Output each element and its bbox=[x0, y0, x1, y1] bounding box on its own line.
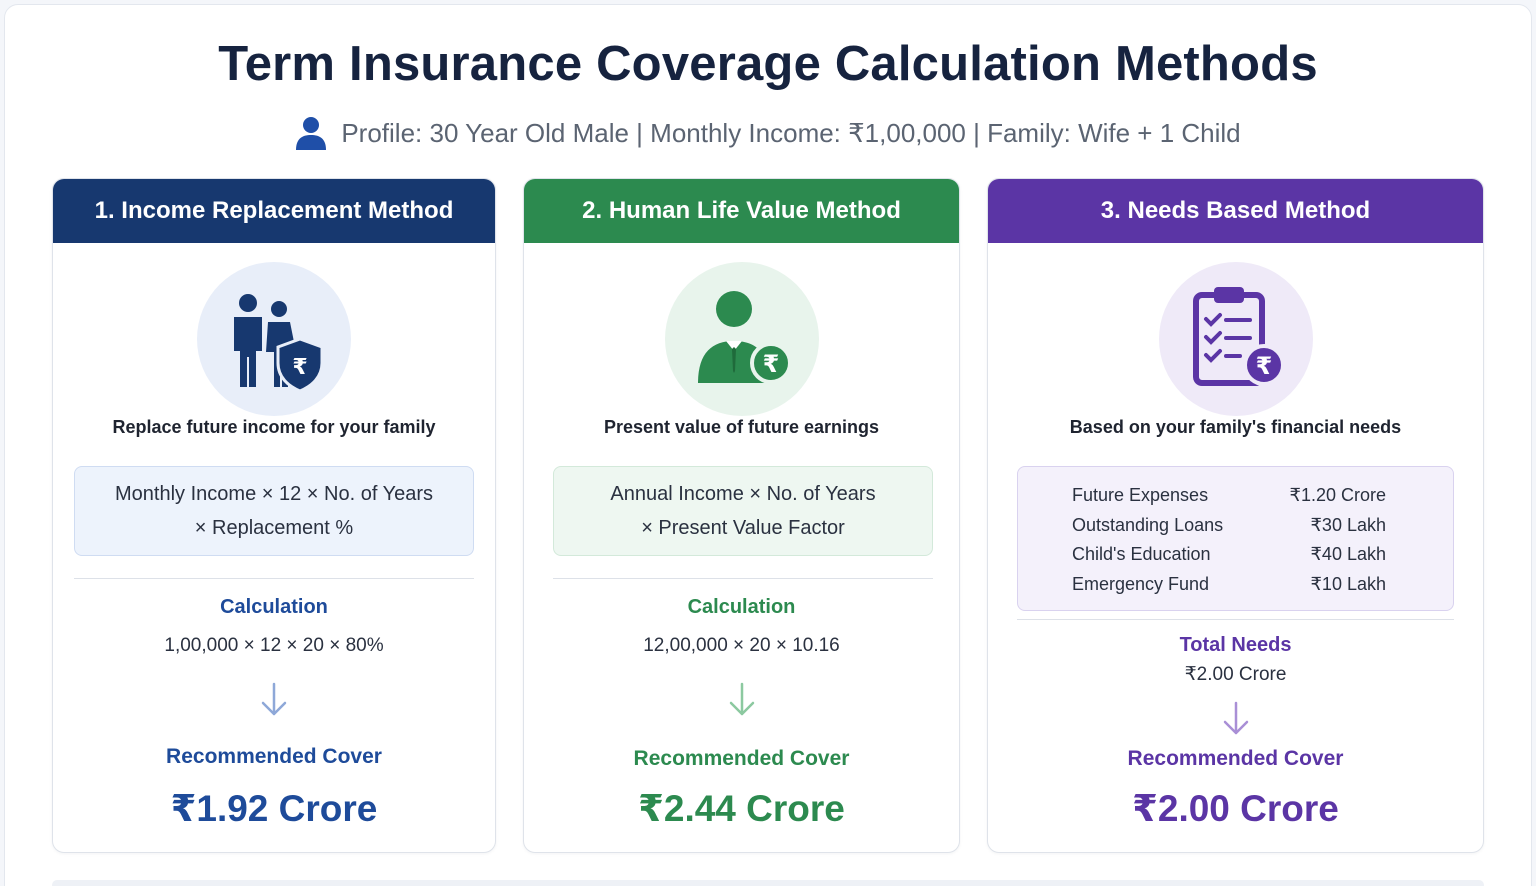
recommended-cover-label: Recommended Cover bbox=[633, 747, 850, 770]
method-card-income-replacement: 1. Income Replacement Method ₹ Replace f… bbox=[52, 178, 496, 853]
need-label: Child's Education bbox=[1072, 544, 1211, 565]
family-shield-rupee-icon: ₹ bbox=[234, 294, 324, 393]
total-needs-value: ₹2.00 Crore bbox=[1184, 664, 1287, 685]
profile-text: Profile: 30 Year Old Male | Monthly Inco… bbox=[341, 117, 1241, 148]
svg-text:₹: ₹ bbox=[1255, 352, 1272, 380]
svg-text:₹: ₹ bbox=[292, 355, 307, 380]
calculation-label: Calculation bbox=[220, 596, 328, 618]
formula-line: × Present Value Factor bbox=[641, 517, 845, 539]
needs-row: Child's Education ₹40 Lakh bbox=[1018, 540, 1453, 570]
recommended-cover-label: Recommended Cover bbox=[1127, 747, 1344, 770]
needs-row: Future Expenses ₹1.20 Crore bbox=[1018, 481, 1453, 511]
method-card-human-life-value: 2. Human Life Value Method ₹ Present val… bbox=[523, 178, 960, 853]
need-value: ₹40 Lakh bbox=[1310, 544, 1386, 565]
method-description: Present value of future earnings bbox=[603, 417, 880, 437]
recommended-cover-value: ₹2.00 Crore bbox=[1132, 788, 1339, 829]
recommended-cover-value: ₹2.44 Crore bbox=[638, 788, 845, 829]
businessman-rupee-icon: ₹ bbox=[697, 291, 792, 384]
formula-box: Annual Income × No. of Years × Present V… bbox=[553, 466, 933, 556]
arrow-down-icon bbox=[1223, 701, 1248, 735]
page-title: Term Insurance Coverage Calculation Meth… bbox=[218, 37, 1318, 91]
need-value: ₹10 Lakh bbox=[1310, 573, 1386, 594]
icon-circle: ₹ bbox=[1158, 262, 1313, 416]
formula-line: Monthly Income × 12 × No. of Years bbox=[115, 483, 433, 505]
profile-line: Profile: 30 Year Old Male | Monthly Inco… bbox=[0, 116, 1536, 150]
recommended-cover-value: ₹1.92 Crore bbox=[170, 788, 378, 829]
recommended-cover-label: Recommended Cover bbox=[166, 745, 382, 768]
clipboard-checklist-rupee-icon: ₹ bbox=[1192, 287, 1285, 386]
card-header: 3. Needs Based Method bbox=[988, 179, 1483, 243]
needs-row: Outstanding Loans ₹30 Lakh bbox=[1018, 511, 1453, 541]
calculation-value: 12,00,000 × 20 × 10.16 bbox=[643, 635, 840, 656]
formula-line: Annual Income × No. of Years bbox=[610, 483, 876, 505]
calculation-value: 1,00,000 × 12 × 20 × 80% bbox=[164, 635, 384, 656]
icon-circle: ₹ bbox=[197, 262, 351, 416]
formula-line: × Replacement % bbox=[194, 517, 354, 539]
formula-box: Monthly Income × 12 × No. of Years × Rep… bbox=[74, 466, 474, 556]
divider bbox=[74, 578, 474, 579]
calculation-label: Calculation bbox=[687, 596, 796, 618]
needs-row: Emergency Fund ₹10 Lakh bbox=[1018, 570, 1453, 600]
needs-breakdown: Future Expenses ₹1.20 Crore Outstanding … bbox=[1017, 466, 1454, 611]
divider bbox=[1017, 619, 1454, 620]
need-label: Outstanding Loans bbox=[1072, 514, 1224, 535]
method-description: Replace future income for your family bbox=[112, 417, 436, 437]
need-label: Emergency Fund bbox=[1072, 573, 1210, 594]
arrow-down-icon bbox=[729, 682, 754, 716]
need-value: ₹1.20 Crore bbox=[1289, 485, 1387, 506]
bottom-panel-edge bbox=[52, 880, 1484, 886]
card-header: 2. Human Life Value Method bbox=[524, 179, 959, 243]
icon-circle: ₹ bbox=[664, 262, 819, 416]
need-label: Future Expenses bbox=[1072, 485, 1209, 506]
divider bbox=[553, 578, 933, 579]
card-header: 1. Income Replacement Method bbox=[53, 179, 495, 243]
method-description: Based on your family's financial needs bbox=[1069, 417, 1402, 437]
user-icon bbox=[296, 117, 327, 150]
svg-text:₹: ₹ bbox=[762, 350, 779, 378]
need-value: ₹30 Lakh bbox=[1310, 514, 1386, 535]
total-needs-label: Total Needs bbox=[1179, 634, 1292, 656]
method-card-needs-based: 3. Needs Based Method ₹ Based on your fa… bbox=[987, 178, 1484, 853]
arrow-down-icon bbox=[261, 682, 287, 716]
